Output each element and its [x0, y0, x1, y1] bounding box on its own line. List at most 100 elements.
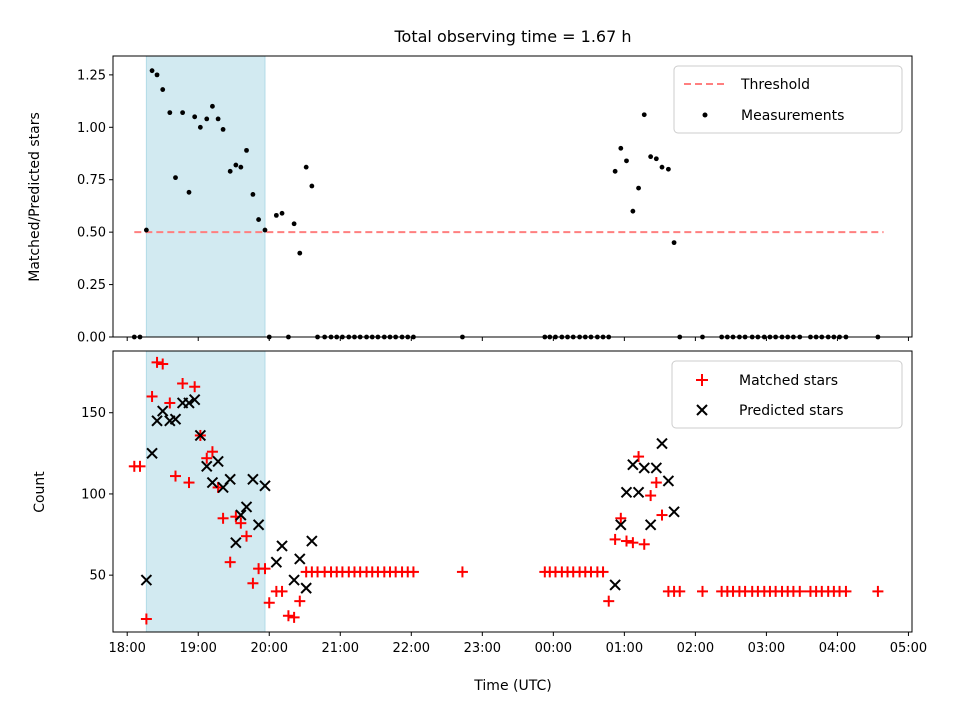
predicted-point [294, 553, 306, 565]
matched-point [840, 585, 852, 597]
predicted-point [650, 462, 663, 474]
ratio-y-tick-label: 1.25 [77, 68, 106, 83]
measurement-point [186, 189, 192, 195]
predicted-point [252, 519, 265, 531]
predicted-point [620, 486, 633, 499]
matched-point [206, 446, 218, 458]
matched-point [247, 577, 259, 589]
matched-point [288, 611, 300, 623]
x-tick-label: 20:00 [251, 641, 288, 656]
matched-point [134, 460, 146, 472]
measurement-point [618, 145, 624, 151]
matched-point [241, 530, 253, 542]
measurement-point [154, 72, 160, 78]
legend-measurements-swatch [702, 112, 708, 118]
matched-point [650, 477, 662, 489]
x-tick-label: 19:00 [179, 641, 216, 656]
matched-point [169, 470, 181, 482]
measurement-point [197, 124, 203, 130]
x-axis-label: Time (UTC) [473, 678, 551, 694]
count-legend-box [671, 360, 903, 429]
x-tick-label: 21:00 [322, 641, 359, 656]
matched-point [620, 535, 632, 547]
ratio-legend-box [673, 65, 903, 134]
x-tick-label: 01:00 [606, 641, 643, 656]
matched-point [151, 356, 163, 368]
predicted-stars-series [140, 394, 680, 594]
predicted-point [206, 476, 219, 489]
ratio-y-tick-label: 0.50 [77, 226, 106, 241]
measurement-point [180, 110, 186, 116]
measurement-point [256, 217, 261, 222]
predicted-point [300, 582, 312, 594]
predicted-point [140, 574, 153, 586]
predicted-point [270, 556, 283, 568]
ratio-observing-window [145, 55, 266, 338]
predicted-point [151, 415, 163, 427]
predicted-point [194, 429, 207, 442]
measurement-point [653, 156, 659, 162]
matched-point [674, 585, 686, 597]
measurement-point [227, 168, 233, 174]
measurement-point [671, 240, 677, 246]
legend-measurements-label: Measurements [741, 108, 844, 124]
ratio-y-axis-label: Matched/Predicted stars [27, 112, 43, 282]
predicted-point [609, 579, 621, 591]
predicted-point [627, 458, 639, 471]
measurement-point [262, 227, 268, 233]
count-observing-window [145, 350, 266, 633]
measurement-point [630, 208, 636, 214]
measurement-point [250, 192, 256, 197]
measurement-point [291, 221, 297, 227]
matched-point [259, 563, 271, 575]
measurement-point [612, 168, 618, 174]
measurement-point [641, 112, 647, 118]
measurement-point [149, 68, 155, 74]
matched-point [609, 533, 621, 545]
predicted-point [230, 536, 242, 549]
measurement-point [215, 116, 221, 122]
predicted-point [259, 480, 271, 492]
matched-point [183, 477, 195, 489]
predicted-point [201, 460, 213, 473]
count-plot-frame [112, 350, 913, 633]
matched-point [407, 566, 419, 578]
x-tick-label: 18:00 [108, 641, 145, 656]
predicted-point [235, 509, 247, 521]
predicted-point [169, 413, 182, 425]
count-y-axis-label: Count [32, 471, 48, 513]
ratio-y-tick-label: 1.00 [77, 121, 106, 136]
ratio-plot-frame [112, 55, 913, 338]
measurement-point [297, 250, 303, 256]
predicted-point [157, 405, 169, 417]
matched-point [263, 597, 275, 609]
ratio-subplot: 0.00 0.25 0.50 0.75 1.00 1.25 Matched/Predict… [27, 55, 913, 346]
matched-point [597, 566, 609, 578]
predicted-point [662, 475, 675, 487]
predicted-point [276, 540, 288, 552]
matched-point [456, 566, 468, 578]
ratio-y-tick-label: 0.75 [77, 173, 106, 188]
predicted-point [188, 394, 201, 406]
legend-threshold-label: Threshold [740, 77, 810, 93]
matched-point [638, 538, 650, 550]
measurement-point [233, 162, 239, 168]
count-subplot: 50 100 150 18:00 19:00 20:00 21:00 22:00 23:00 0… [32, 350, 927, 694]
matched-stars-series [128, 356, 884, 625]
measurement-point [309, 183, 315, 189]
x-tick-label: 00:00 [535, 641, 572, 656]
measurement-point [244, 147, 249, 153]
measurement-point [648, 154, 654, 160]
matched-point [157, 358, 169, 370]
measurement-point [192, 114, 198, 120]
matched-point [189, 381, 201, 393]
measurement-point [204, 116, 210, 122]
measurement-point [167, 110, 173, 116]
measurement-point [303, 164, 309, 170]
matched-point [696, 585, 708, 597]
chart-title: Total observing time = 1.67 h [393, 27, 631, 46]
predicted-point [615, 519, 627, 531]
ratio-y-tick-label: 0.00 [77, 331, 106, 346]
predicted-point [224, 473, 236, 486]
